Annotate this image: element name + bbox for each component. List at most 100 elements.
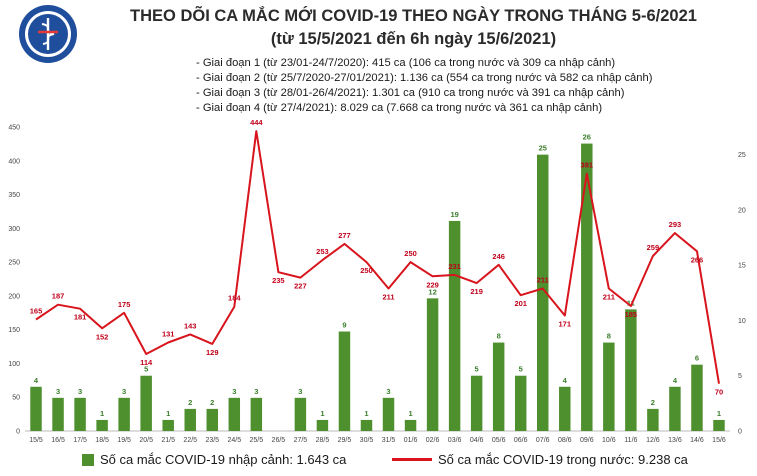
- x-axis-tick-label: 22/5: [183, 437, 197, 444]
- phase-notes: Giai đoạn 1 (từ 23/01-24/7/2020): 415 ca…: [196, 56, 653, 116]
- line-domestic: [35, 130, 720, 384]
- bar-value-label: 5: [144, 365, 148, 374]
- bar-value-label: 2: [210, 398, 214, 407]
- bar-value-label: 5: [475, 365, 479, 374]
- line-value-label: 293: [669, 220, 682, 229]
- bar-imported: [492, 342, 505, 431]
- bar-value-label: 3: [122, 387, 126, 396]
- x-axis-tick-label: 15/5: [29, 437, 43, 444]
- bar-imported: [514, 375, 527, 431]
- left-axis-tick-label: 350: [8, 192, 20, 199]
- x-axis-tick-label: 23/5: [205, 437, 219, 444]
- bar-value-label: 2: [188, 398, 192, 407]
- line-value-label: 165: [30, 307, 43, 316]
- left-axis-tick-label: 300: [8, 226, 20, 233]
- bar-imported: [118, 397, 130, 431]
- x-axis-tick-label: 17/5: [73, 437, 87, 444]
- x-axis-tick-label: 31/5: [382, 437, 396, 444]
- bar-value-label: 3: [232, 387, 236, 396]
- bar-imported: [647, 408, 659, 431]
- x-axis-tick-label: 30/5: [360, 437, 374, 444]
- line-value-label: 211: [537, 275, 549, 284]
- left-axis-tick-label: 50: [12, 395, 20, 402]
- bar-imported: [96, 419, 108, 431]
- line-value-label: 231: [448, 262, 461, 271]
- right-axis-tick-label: 0: [738, 429, 742, 436]
- bar-imported: [52, 397, 64, 431]
- line-value-label: 185: [625, 310, 638, 319]
- bar-value-label: 11: [627, 298, 635, 307]
- line-value-label: 152: [96, 332, 109, 341]
- ministry-of-health-emblem-icon: [19, 5, 77, 63]
- bar-value-label: 1: [100, 409, 104, 418]
- bar-imported: [625, 309, 637, 431]
- line-value-label: 444: [250, 118, 263, 127]
- legend-line-swatch-icon: [392, 458, 432, 461]
- x-axis-tick-label: 07/6: [536, 437, 550, 444]
- bar-imported: [713, 419, 725, 431]
- bar-value-label: 1: [364, 409, 368, 418]
- right-axis-tick-label: 20: [738, 207, 746, 214]
- line-value-label: 229: [426, 280, 439, 289]
- x-axis-tick-label: 21/5: [161, 437, 175, 444]
- phase-note: Giai đoạn 2 (từ 25/7/2020-27/01/2021): 1…: [196, 71, 653, 86]
- bar-imported: [184, 408, 196, 431]
- line-value-label: 227: [294, 282, 307, 291]
- bar-imported: [316, 419, 329, 431]
- x-axis-tick-label: 28/5: [316, 437, 330, 444]
- x-axis-tick-label: 06/6: [514, 437, 528, 444]
- left-axis-tick-label: 250: [8, 260, 20, 267]
- bar-value-label: 3: [254, 387, 258, 396]
- bar-imported: [603, 342, 615, 431]
- x-axis-tick-label: 09/6: [580, 437, 594, 444]
- legend-item-imported: Số ca mắc COVID-19 nhập cảnh: 1.643 ca: [82, 452, 346, 467]
- line-value-label: 201: [514, 299, 527, 308]
- left-axis-tick-label: 450: [8, 125, 20, 132]
- line-value-label: 211: [603, 292, 615, 301]
- phase-note: Giai đoạn 4 (từ 27/4/2021): 8.029 ca (7.…: [196, 101, 652, 116]
- bar-imported: [691, 364, 703, 431]
- phase-note: Giai đoạn 3 (từ 28/01-26/4/2021): 1.301 …: [196, 86, 652, 101]
- bar-imported: [581, 143, 593, 431]
- x-axis-tick-label: 10/6: [602, 437, 616, 444]
- bar-value-label: 1: [320, 409, 324, 418]
- x-axis-tick-label: 12/6: [646, 437, 660, 444]
- legend-item-domestic: Số ca mắc COVID-19 trong nước: 9.238 ca: [392, 452, 688, 467]
- x-axis-tick-label: 11/6: [624, 437, 637, 444]
- x-axis-tick-label: 03/6: [448, 437, 462, 444]
- line-value-label: 235: [272, 276, 285, 285]
- bar-value-label: 8: [497, 332, 501, 341]
- bar-imported: [360, 419, 373, 431]
- x-axis-tick-label: 08/6: [558, 437, 572, 444]
- legend-bar-swatch-icon: [82, 453, 94, 466]
- bar-value-label: 4: [673, 376, 678, 385]
- bar-imported: [470, 375, 483, 431]
- line-value-label: 184: [228, 294, 241, 303]
- line-value-label: 171: [559, 319, 572, 328]
- bar-value-label: 3: [56, 387, 60, 396]
- line-value-label: 259: [647, 243, 660, 252]
- bar-value-label: 12: [428, 287, 436, 296]
- bar-imported: [74, 397, 86, 431]
- bar-imported: [162, 419, 174, 431]
- x-axis-tick-label: 13/6: [668, 437, 682, 444]
- bar-imported: [669, 386, 681, 431]
- bar-value-label: 4: [563, 376, 568, 385]
- line-value-label: 277: [338, 231, 351, 240]
- bar-imported: [250, 397, 263, 431]
- x-axis-tick-label: 29/5: [338, 437, 352, 444]
- bar-imported: [140, 375, 152, 431]
- left-axis-tick-label: 400: [8, 158, 20, 165]
- x-axis-tick-label: 15/6: [712, 437, 726, 444]
- bar-imported: [448, 220, 461, 431]
- right-axis-tick-label: 25: [738, 152, 746, 159]
- bar-value-label: 1: [408, 409, 412, 418]
- bar-value-label: 8: [607, 332, 611, 341]
- line-value-label: 219: [470, 287, 483, 296]
- bar-imported: [338, 331, 351, 431]
- x-axis-tick-label: 01/6: [404, 437, 418, 444]
- bar-imported: [559, 386, 571, 431]
- x-axis-tick-label: 02/6: [426, 437, 440, 444]
- chart-subtitle: (từ 15/5/2021 đến 6h ngày 15/6/2021): [270, 30, 557, 48]
